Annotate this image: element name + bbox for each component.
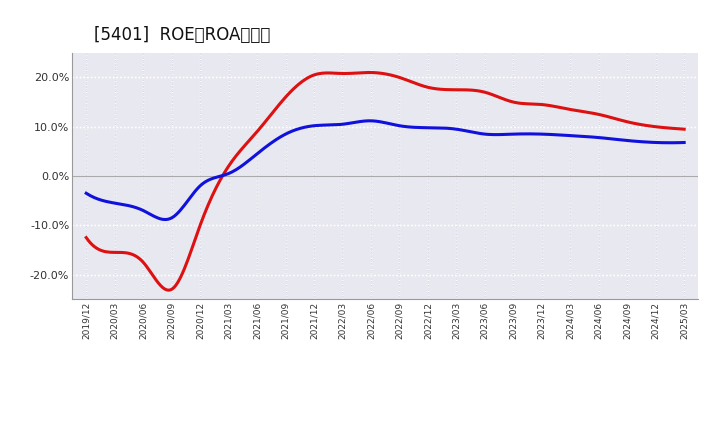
ROA: [366, 118, 374, 124]
ROE: [164, 287, 173, 293]
ROE: [364, 70, 372, 75]
ROE: [82, 235, 91, 240]
ROA: [440, 125, 449, 131]
ROA: [628, 138, 636, 143]
ROA: [680, 140, 688, 145]
ROA: [84, 192, 93, 197]
Legend: ROE, ROA: ROE, ROA: [294, 434, 477, 440]
ROE: [628, 120, 636, 125]
ROA: [590, 135, 598, 140]
ROA: [442, 125, 451, 131]
ROE: [440, 87, 449, 92]
Text: [5401]  ROE、ROAの推移: [5401] ROE、ROAの推移: [94, 26, 270, 44]
ROE: [452, 87, 461, 92]
Line: ROE: ROE: [86, 73, 684, 290]
ROA: [82, 191, 91, 196]
ROE: [590, 111, 598, 116]
ROA: [452, 127, 461, 132]
ROE: [680, 127, 688, 132]
ROE: [442, 87, 451, 92]
ROA: [160, 217, 168, 222]
ROE: [84, 238, 93, 243]
Line: ROA: ROA: [86, 121, 684, 220]
